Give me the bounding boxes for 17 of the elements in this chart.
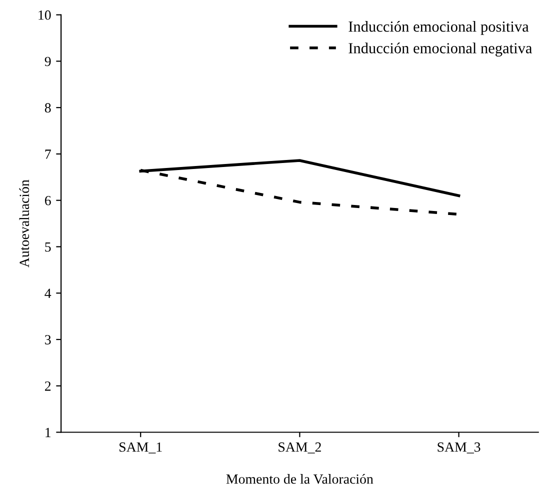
x-axis-title: Momento de la Valoración <box>226 474 374 484</box>
y-tick-label: 8 <box>44 103 51 113</box>
y-tick-label: 6 <box>44 196 51 206</box>
y-tick-label: 5 <box>45 242 51 252</box>
y-tick-label: 2 <box>44 381 51 391</box>
x-tick-label: SAM_3 <box>438 442 480 454</box>
legend-label: Inducción emocional positiva <box>348 21 529 35</box>
y-tick-label: 3 <box>45 335 51 344</box>
y-tick-label: 10 <box>38 10 51 20</box>
y-tick-label: 1 <box>46 428 50 438</box>
legend-label: Inducción emocional negativa <box>348 42 532 57</box>
y-tick-label: 7 <box>45 150 51 159</box>
x-tick-label: SAM_1 <box>120 442 162 454</box>
y-tick-label: 4 <box>44 288 52 298</box>
y-axis-title: Autoevaluación <box>19 180 30 268</box>
y-tick-label: 9 <box>44 56 51 66</box>
x-tick-label: SAM_2 <box>278 442 321 454</box>
